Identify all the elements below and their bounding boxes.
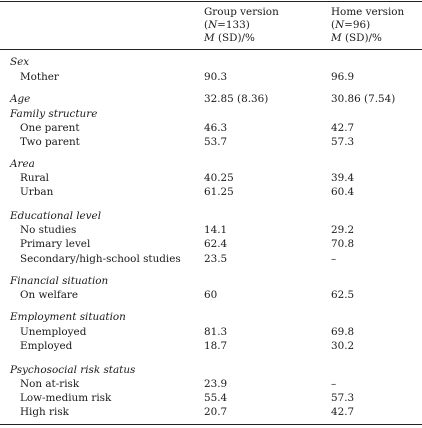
group-value: 61.25 bbox=[204, 186, 234, 198]
group-value: 18.7 bbox=[204, 340, 228, 352]
row-label: Primary level bbox=[20, 238, 91, 250]
row-label: Employed bbox=[20, 340, 73, 352]
header-home-title: Home version bbox=[331, 6, 405, 18]
row-label: Low-medium risk bbox=[20, 392, 112, 404]
group-value: 32.85 (8.36) bbox=[204, 93, 269, 105]
home-value: 42.7 bbox=[331, 122, 355, 134]
section-label: Educational level bbox=[10, 210, 102, 222]
header-home-n: (N=96) bbox=[331, 19, 371, 31]
section-label: Age bbox=[10, 93, 31, 105]
row-label: High risk bbox=[20, 406, 69, 418]
group-value: 23.9 bbox=[204, 378, 228, 390]
row-label: On welfare bbox=[20, 289, 79, 301]
section-label: Sex bbox=[10, 56, 30, 68]
group-value: 81.3 bbox=[204, 326, 228, 338]
home-value: 39.4 bbox=[331, 172, 355, 184]
home-value: 62.5 bbox=[331, 289, 355, 301]
group-value: 20.7 bbox=[204, 406, 228, 418]
row-label: Non at-risk bbox=[20, 378, 80, 390]
row-label: Mother bbox=[20, 71, 59, 83]
group-value: 53.7 bbox=[204, 136, 228, 148]
home-value: 70.8 bbox=[331, 238, 355, 250]
section-label: Financial situation bbox=[10, 275, 109, 287]
group-value: 55.4 bbox=[204, 392, 228, 404]
header-group-n: (N=133) bbox=[204, 19, 250, 31]
row-label: No studies bbox=[20, 224, 77, 236]
home-value: 29.2 bbox=[331, 224, 355, 236]
row-label: One parent bbox=[20, 122, 80, 134]
group-value: 60 bbox=[204, 289, 218, 301]
header-rule bbox=[0, 49, 422, 50]
row-label: Rural bbox=[20, 172, 50, 184]
home-value: 60.4 bbox=[331, 186, 355, 198]
home-value: 96.9 bbox=[331, 71, 355, 83]
group-value: 40.25 bbox=[204, 172, 234, 184]
group-value: 23.5 bbox=[204, 253, 228, 265]
group-value: 14.1 bbox=[204, 224, 228, 236]
home-value: – bbox=[331, 378, 337, 390]
row-label: Two parent bbox=[20, 136, 80, 148]
home-value: 69.8 bbox=[331, 326, 355, 338]
section-label: Employment situation bbox=[10, 311, 126, 323]
top-rule bbox=[0, 1, 422, 2]
row-label: Secondary/high-school studies bbox=[20, 253, 181, 265]
home-value: 30.2 bbox=[331, 340, 355, 352]
home-value: 57.3 bbox=[331, 392, 355, 404]
bottom-rule bbox=[0, 424, 422, 425]
section-label: Area bbox=[10, 158, 35, 170]
group-value: 62.4 bbox=[204, 238, 228, 250]
home-value: – bbox=[331, 253, 337, 265]
home-value: 42.7 bbox=[331, 406, 355, 418]
header-group-title: Group version bbox=[204, 6, 279, 18]
header-group-stat: M (SD)/% bbox=[204, 32, 255, 44]
group-value: 46.3 bbox=[204, 122, 228, 134]
section-label: Psychosocial risk status bbox=[10, 364, 136, 376]
row-label: Unemployed bbox=[20, 326, 87, 338]
section-label: Family structure bbox=[10, 108, 98, 120]
header-home-stat: M (SD)/% bbox=[331, 32, 382, 44]
row-label: Urban bbox=[20, 186, 54, 198]
home-value: 30.86 (7.54) bbox=[331, 93, 396, 105]
home-value: 57.3 bbox=[331, 136, 355, 148]
group-value: 90.3 bbox=[204, 71, 228, 83]
